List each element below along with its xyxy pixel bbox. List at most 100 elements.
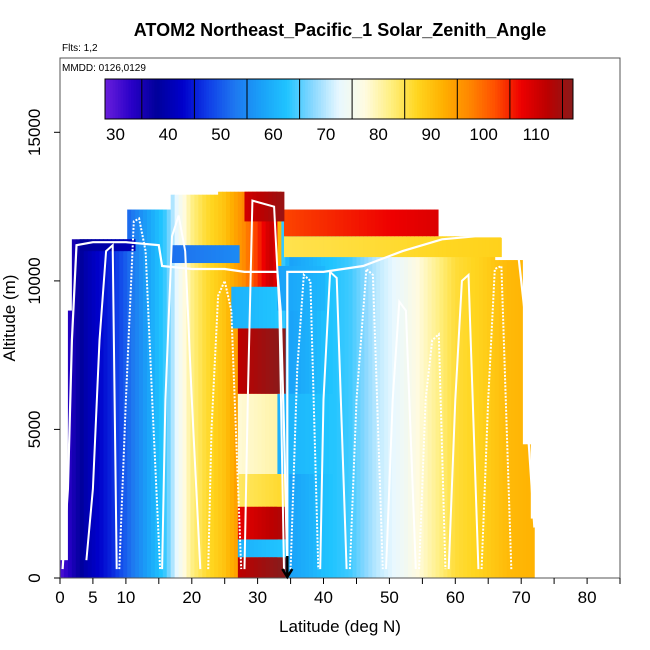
colorbar-segment (136, 79, 140, 119)
heatmap-cell (103, 239, 108, 252)
heatmap-cell (241, 474, 247, 507)
heatmap-cell (305, 266, 310, 311)
colorbar-segment (419, 79, 423, 119)
heatmap-cell (257, 474, 262, 507)
flight-tracks (61, 199, 536, 570)
heatmap-cell (203, 245, 208, 264)
heatmap-cell (245, 539, 251, 558)
colorbar-segment (315, 79, 319, 119)
heatmap-cell (281, 266, 286, 311)
heatmap-cell (467, 239, 472, 578)
heatmap-cell (273, 328, 278, 394)
vertical-profile-line (207, 277, 243, 570)
colorbar-segment (294, 79, 298, 119)
colorbar-segment (471, 79, 475, 119)
y-tick-label: 5000 (25, 410, 44, 448)
heatmap-cell (199, 245, 205, 264)
heatmap-cell (332, 209, 338, 578)
heatmap-cell (277, 557, 282, 578)
heatmap-cell (277, 506, 282, 540)
colorbar-segment (557, 79, 561, 119)
colorbar-segment (300, 79, 304, 119)
heatmap-cell (522, 444, 527, 578)
colorbar-segment (331, 79, 335, 119)
heatmap-cell (95, 239, 100, 252)
colorbar-segment (398, 79, 402, 119)
vertical-profile-line (385, 298, 417, 570)
heatmap-cell (63, 560, 69, 578)
heatmap-cell (253, 539, 259, 558)
heatmap-cell (264, 191, 269, 222)
dates-note: MMDD: 0126,0129 (62, 63, 146, 74)
heatmap-cell (261, 328, 266, 394)
heatmap-cell (182, 194, 187, 578)
heatmap-cell (249, 393, 255, 474)
heatmap-cell (143, 209, 148, 578)
heatmap-cell (453, 236, 459, 258)
heatmap-cell (299, 236, 305, 258)
heatmap-cell (273, 506, 278, 540)
heatmap-cell (526, 444, 531, 578)
colorbar-segment (320, 79, 324, 119)
colorbar-segment (318, 79, 322, 119)
heatmap-cell (411, 224, 417, 578)
colorbar-segment (146, 79, 150, 119)
colorbar-segment (281, 79, 285, 119)
heatmap-cell (211, 245, 216, 264)
colorbar-segment (149, 79, 153, 119)
colorbar-segment (115, 79, 119, 119)
colorbar-segment (479, 79, 483, 119)
heatmap-cell (343, 236, 348, 258)
colorbar-segment (258, 79, 262, 119)
colorbar-segment (401, 79, 405, 119)
colorbar-segment (443, 79, 447, 119)
colorbar-segment (167, 79, 171, 119)
heatmap-cell (328, 393, 334, 474)
heatmap-cell (187, 245, 193, 264)
colorbar-segment (474, 79, 478, 119)
heatmap-cell (198, 194, 203, 578)
heatmap-cell (178, 194, 183, 578)
heatmap-cell (75, 239, 81, 578)
colorbar-tick-label: 90 (422, 125, 441, 144)
heatmap-cell (226, 191, 231, 578)
colorbar-segment (406, 79, 410, 119)
heatmap-cell (372, 224, 377, 578)
heatmap-cell (261, 539, 266, 558)
heatmap-cell (390, 209, 396, 237)
colorbar-segment (326, 79, 330, 119)
heatmap-cell (380, 224, 385, 578)
heatmap-cell (273, 474, 278, 507)
heatmap-cell (394, 236, 400, 258)
colorbar-segment (372, 79, 376, 119)
heatmap-cell (370, 236, 376, 258)
heatmap-cell (297, 266, 302, 311)
heatmap-cell (99, 239, 104, 578)
y-tick-label: 15000 (25, 109, 44, 156)
heatmap-cell (210, 194, 215, 578)
heatmap-cell (367, 209, 372, 237)
heatmap-cell (430, 209, 435, 237)
heatmap-cell (269, 539, 274, 558)
colorbar-segment (352, 79, 356, 119)
heatmap-cell (107, 239, 112, 252)
colorbar-segment (289, 79, 293, 119)
colorbar-segment (313, 79, 317, 119)
heatmap-cell (249, 328, 255, 394)
colorbar-segment (437, 79, 441, 119)
heatmap-cell (347, 236, 352, 258)
colorbar-segment (370, 79, 374, 119)
heatmap-cell (269, 393, 274, 474)
heatmap-cell (392, 224, 397, 578)
colorbar-segment (328, 79, 332, 119)
heatmap-cell (367, 236, 372, 258)
colorbar-segment (552, 79, 556, 119)
heatmap-cell (374, 209, 380, 237)
colorbar-segment (224, 79, 228, 119)
colorbar-segment (549, 79, 553, 119)
heatmap-cell (131, 239, 136, 252)
heatmap-cell (370, 209, 376, 237)
colorbar-segment (461, 79, 465, 119)
x-tick-label: 10 (116, 588, 135, 607)
heatmap-cell (260, 191, 265, 222)
